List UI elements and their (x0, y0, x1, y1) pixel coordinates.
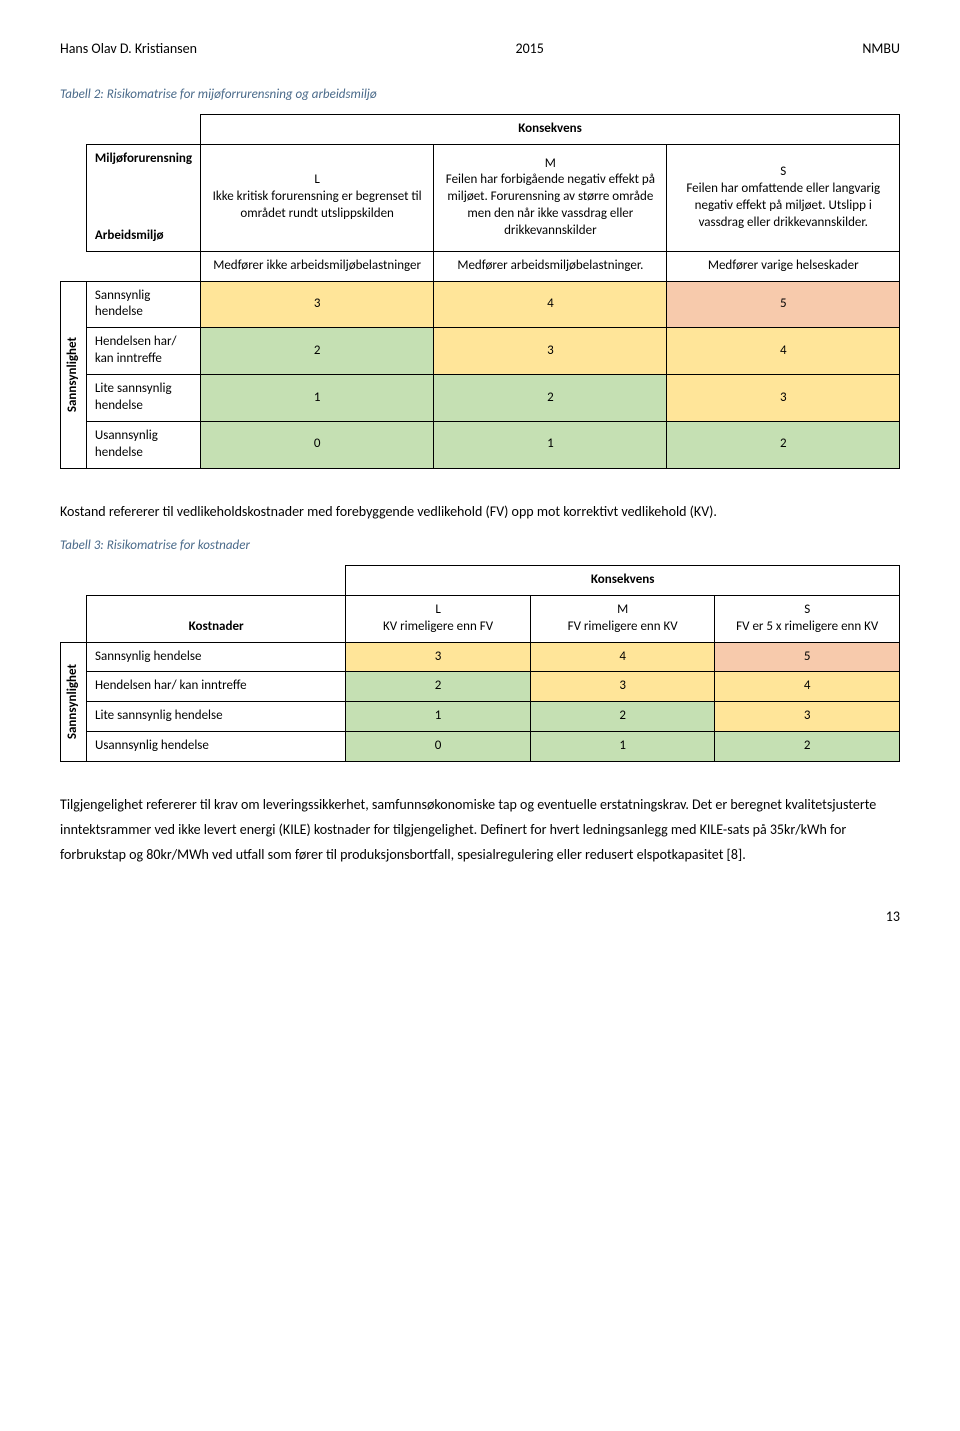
t3-S: S FV er 5 x rimeligere enn KV (715, 595, 900, 642)
col-M: M Feilen har forbigående negativ effekt … (434, 144, 667, 251)
t3-M: M FV rimeligere enn KV (530, 595, 715, 642)
matrix-cell: 2 (346, 672, 531, 702)
kostnader-label: Kostnader (87, 595, 346, 642)
year: 2015 (515, 40, 543, 57)
matrix-cell: 4 (434, 281, 667, 328)
table3-caption: Tabell 3: Risikomatrise for kostnader (60, 538, 900, 553)
matrix-cell: 1 (201, 375, 434, 422)
matrix-cell: 2 (530, 702, 715, 732)
arb-M: Medfører arbeidsmiljøbelastninger. (434, 251, 667, 281)
matrix-cell: 2 (715, 732, 900, 762)
arb-L: Medfører ikke arbeidsmiljøbelastninger (201, 251, 434, 281)
matrix-cell: 4 (530, 642, 715, 672)
matrix-cell: 3 (530, 672, 715, 702)
sannsynlighet-label: Sannsynlighet (61, 642, 87, 762)
col-L: L Ikke kritisk forurensning er begrenset… (201, 144, 434, 251)
matrix-cell: 3 (715, 702, 900, 732)
konsekvens-header-3: Konsekvens (346, 565, 900, 595)
t3-L: L KV rimeligere enn FV (346, 595, 531, 642)
matrix-cell: 3 (667, 375, 900, 422)
matrix-cell: 1 (434, 421, 667, 468)
sannsynlighet-label: Sannsynlighet (61, 281, 87, 468)
mid-paragraph: Kostand refererer til vedlikeholdskostna… (60, 499, 900, 524)
row-label: Hendelsen har/ kan inntreffe (87, 672, 346, 702)
matrix-cell: 2 (201, 328, 434, 375)
table2-caption: Tabell 2: Risikomatrise for mijøforruren… (60, 87, 900, 102)
table3: Konsekvens Kostnader L KV rimeligere enn… (60, 565, 900, 762)
matrix-cell: 0 (346, 732, 531, 762)
col-S: S Feilen har omfattende eller langvarig … (667, 144, 900, 251)
arbeidsmiljo-label: Arbeidsmiljø (95, 228, 192, 245)
matrix-cell: 2 (434, 375, 667, 422)
matrix-cell: 3 (434, 328, 667, 375)
matrix-cell: 1 (346, 702, 531, 732)
row-label: Usannsynlig hendelse (87, 732, 346, 762)
matrix-cell: 4 (715, 672, 900, 702)
row-label: Hendelsen har/ kan inntreffe (86, 328, 200, 375)
author: Hans Olav D. Kristiansen (60, 40, 197, 57)
matrix-cell: 1 (530, 732, 715, 762)
miljof-label: Miljøforurensning (95, 151, 192, 168)
row-label: Lite sannsynlig hendelse (86, 375, 200, 422)
matrix-cell: 5 (667, 281, 900, 328)
konsekvens-header: Konsekvens (201, 115, 900, 145)
matrix-cell: 3 (346, 642, 531, 672)
matrix-cell: 0 (201, 421, 434, 468)
matrix-cell: 4 (667, 328, 900, 375)
row-label: Usannsynlig hendelse (86, 421, 200, 468)
table2: Konsekvens Miljøforurensning Arbeidsmilj… (60, 114, 900, 469)
row-label: Sannsynlig hendelse (87, 642, 346, 672)
row-label: Lite sannsynlig hendelse (87, 702, 346, 732)
page-number: 13 (60, 908, 900, 925)
arb-S: Medfører varige helseskader (667, 251, 900, 281)
page-header: Hans Olav D. Kristiansen 2015 NMBU (60, 40, 900, 57)
bottom-paragraph: Tilgjengelighet refererer til krav om le… (60, 792, 900, 868)
matrix-cell: 3 (201, 281, 434, 328)
matrix-cell: 2 (667, 421, 900, 468)
row-label: Sannsynlig hendelse (86, 281, 200, 328)
institution: NMBU (862, 40, 900, 57)
matrix-cell: 5 (715, 642, 900, 672)
